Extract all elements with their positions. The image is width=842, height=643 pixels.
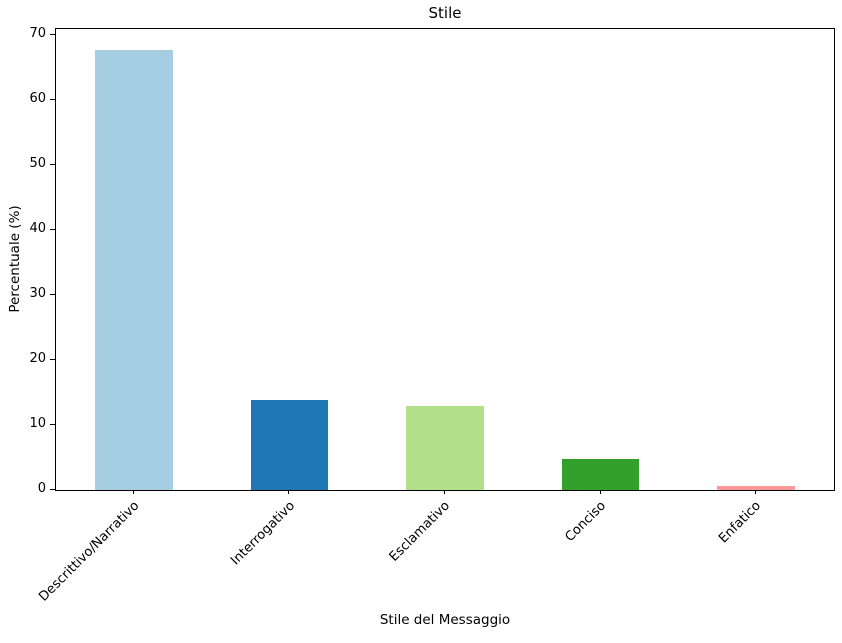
y-tick-label: 40 xyxy=(29,221,46,237)
bar xyxy=(406,406,484,490)
y-tick-mark xyxy=(50,228,55,230)
x-axis-title: Stile del Messaggio xyxy=(379,612,511,628)
plot-area xyxy=(55,28,835,491)
x-tick-mark xyxy=(755,490,757,494)
y-tick-mark xyxy=(50,33,55,35)
y-tick-label: 10 xyxy=(29,416,46,432)
y-tick-label: 0 xyxy=(37,481,46,496)
y-tick-label: 70 xyxy=(29,26,46,42)
x-tick-label: Interrogativo xyxy=(227,498,298,569)
bar xyxy=(717,486,796,490)
x-tick-label: Enfatico xyxy=(716,498,765,547)
y-tick-label: 60 xyxy=(29,91,46,107)
y-tick-label: 30 xyxy=(29,286,46,302)
y-tick-mark xyxy=(50,488,55,490)
bar xyxy=(250,399,329,490)
y-tick-mark xyxy=(50,163,55,165)
y-tick-mark xyxy=(50,423,55,425)
x-tick-label: Descrittivo/Narrativo xyxy=(35,498,142,605)
x-tick-label: Conciso xyxy=(562,498,609,545)
x-tick-mark xyxy=(288,490,290,494)
x-tick-mark xyxy=(132,490,134,494)
x-tick-mark xyxy=(599,490,601,494)
bar xyxy=(561,458,640,490)
y-tick-mark xyxy=(50,293,55,295)
y-tick-label: 20 xyxy=(29,351,46,367)
x-tick-label: Esclamativo xyxy=(386,498,454,565)
chart-title: Stile xyxy=(428,4,462,22)
x-tick-mark xyxy=(444,490,445,494)
y-tick-mark xyxy=(50,358,55,360)
y-tick-label: 50 xyxy=(29,156,46,172)
y-tick-mark xyxy=(50,98,55,100)
bar xyxy=(94,49,173,490)
